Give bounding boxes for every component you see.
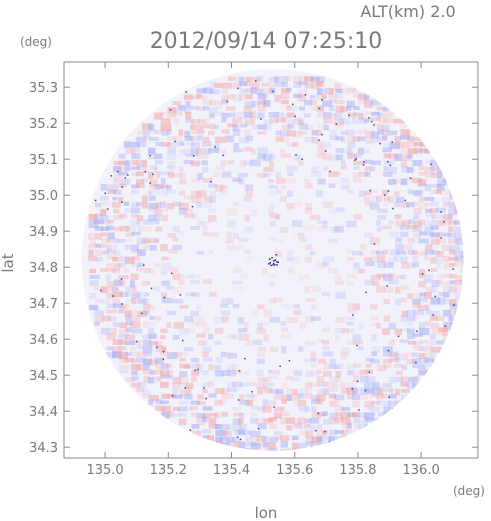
x-tick-label: 135.2: [150, 463, 187, 478]
x-tick-label: 135.0: [86, 463, 123, 478]
y-tick-label: 34.5: [29, 369, 58, 384]
plot-frame: [63, 61, 479, 459]
x-axis: 135.0 135.2 135.4 135.6 135.8 136.0: [86, 62, 440, 478]
y-tick-label: 34.3: [29, 441, 58, 456]
radar-field: [81, 69, 464, 451]
y-tick-label: 35.1: [29, 153, 58, 168]
altitude-label: ALT(km) 2.0: [360, 2, 455, 21]
y-tick-label: 34.7: [29, 297, 58, 312]
y-tick-label: 35.0: [29, 189, 58, 204]
radar-disk: [81, 69, 464, 451]
x-unit-label: (deg): [453, 484, 485, 498]
x-tick-label: 135.8: [339, 463, 376, 478]
x-tick-label: 135.6: [276, 463, 313, 478]
y-tick-label: 35.3: [29, 81, 58, 96]
y-tick-label: 34.6: [29, 333, 58, 348]
y-tick-label: 34.9: [29, 225, 58, 240]
x-tick-label: 136.0: [403, 463, 440, 478]
y-axis-label: lat: [0, 253, 17, 272]
y-tick-label: 35.2: [29, 117, 58, 132]
x-axis-label: lon: [255, 504, 278, 521]
y-unit-label: (deg): [20, 35, 52, 49]
y-axis: 34.3 34.4 34.5 34.6 34.7 34.8 34.9 35.0 35.1 35.2…: [29, 81, 478, 456]
chart-title: 2012/09/14 07:25:10: [150, 29, 383, 54]
y-tick-label: 34.4: [29, 405, 58, 420]
x-tick-label: 135.4: [213, 463, 250, 478]
y-tick-label: 34.8: [29, 261, 58, 276]
